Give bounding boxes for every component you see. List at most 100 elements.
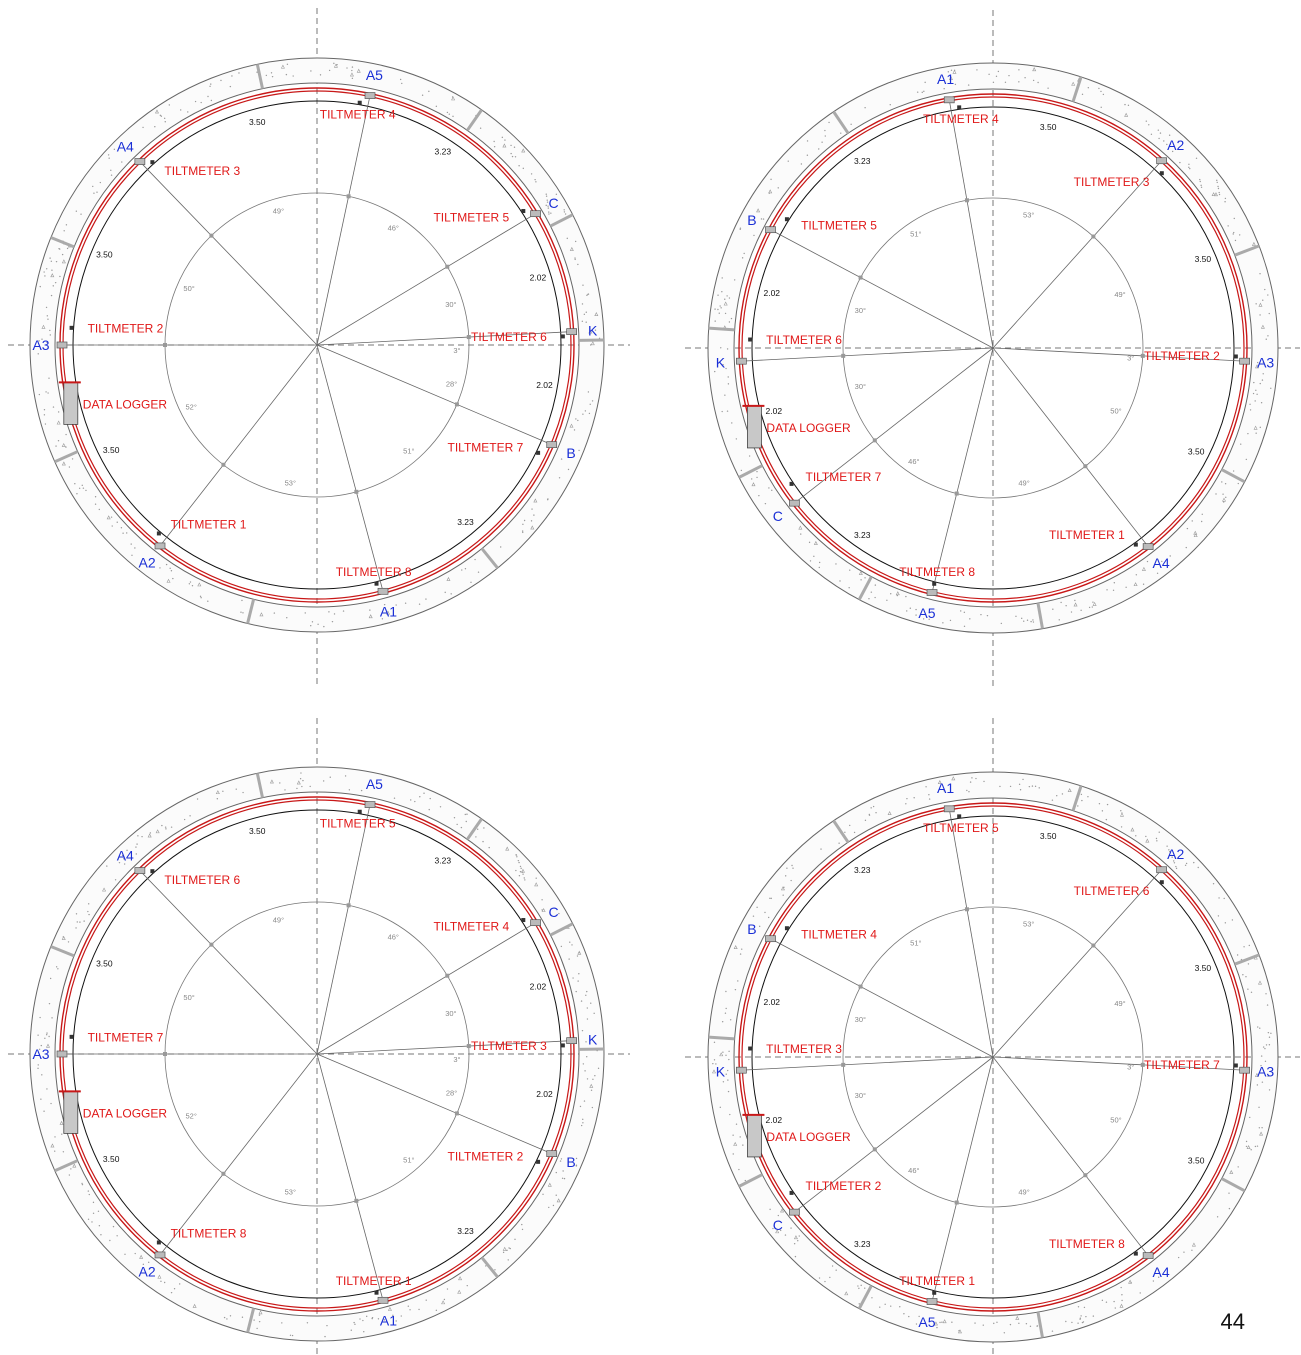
angle-label: 30° [855,1091,866,1100]
radial-line [771,229,994,349]
angle-label: 3° [1127,354,1134,363]
angle-label: 28° [446,380,457,389]
segment-bolt-marker [735,1066,747,1074]
angle-label: 46° [908,457,919,466]
dimension-label: 2.02 [766,1115,783,1125]
angle-label: 53° [1023,211,1034,220]
segment-bolt-marker [56,341,68,349]
radial-line [949,100,994,349]
tiltmeter-label: TILTMETER 1 [1049,528,1125,542]
segment-bolt-marker [566,328,578,336]
segment-joint [50,945,75,958]
segment-label: K [588,323,598,339]
segment-label: K [716,1063,726,1079]
segment-label: A3 [32,337,49,353]
segment-joint [1220,1177,1246,1193]
segment-label: A5 [918,605,935,621]
tiltmeter-label: TILTMETER 7 [1144,1058,1220,1072]
dimension-label: 3.23 [435,855,452,865]
radial-line [794,1056,994,1212]
segment-bolt-marker [765,226,776,234]
tiltmeter-icon [932,581,937,586]
tiltmeter-icon [957,105,962,110]
segment-joint [857,575,873,601]
segment-bolt-marker [943,805,955,813]
tiltmeter-label: TILTMETER 5 [433,211,509,225]
angle-label: 30° [855,382,866,391]
tiltmeter-icon [748,1046,753,1051]
radial-marker [163,343,167,347]
segment-joint [708,1035,735,1041]
dimension-label: 3.23 [457,517,474,527]
segment-joint [738,1173,763,1188]
angle-label: 50° [1110,407,1121,416]
segment-label: C [773,508,783,524]
tiltmeter-icon [1133,1251,1138,1256]
segment-joint [54,1159,79,1173]
tiltmeter-label: TILTMETER 8 [899,565,975,579]
radial-marker [221,1171,226,1176]
concrete-stipple [712,776,1272,1334]
radial-marker [346,903,351,908]
segment-label: A1 [380,604,397,620]
radial-marker [445,264,450,269]
segment-label: K [716,354,726,370]
segment-bolt-marker [377,587,389,595]
tiltmeter-icon [69,325,74,330]
dimension-label: 2.02 [530,981,547,991]
segment-bolt-marker [530,210,541,218]
radial-line [316,805,371,1055]
radial-line [992,161,1162,349]
tiltmeter-label: TILTMETER 5 [320,817,396,831]
angle-label: 30° [855,306,866,315]
tiltmeter-label: TILTMETER 8 [336,565,412,579]
angle-label: 30° [855,1015,866,1024]
segment-bolt-marker [1239,357,1251,365]
angle-label: 46° [908,1166,919,1175]
radial-marker [209,942,214,947]
segment-joint [708,326,735,332]
tiltmeter-label: TILTMETER 1 [171,517,247,531]
segment-joint [480,1256,499,1278]
lining-inner-ring [741,96,1245,600]
segment-bolt-marker [943,96,955,104]
segment-label: A4 [117,138,134,154]
radial-marker [954,1200,959,1205]
segment-joint [832,110,850,135]
segment-bolt-marker [154,542,166,550]
radial-line [992,1056,1148,1256]
segment-label: B [747,212,756,228]
tiltmeter-icon [69,1034,74,1039]
tiltmeter-label: TILTMETER 3 [471,1039,547,1053]
segment-bolt-marker [926,589,938,596]
radial-marker [954,491,959,496]
radial-marker [872,438,877,443]
segment-joint [54,450,79,464]
tiltmeter-icon [1159,171,1164,176]
tiltmeter-label: TILTMETER 8 [1049,1237,1125,1251]
radial-line [316,1040,571,1055]
dimension-label: 3.23 [457,1226,474,1236]
angle-label: 51° [910,939,921,948]
tiltmeter-icon [784,926,789,931]
tiltmeter-label: TILTMETER 3 [766,1042,842,1056]
radial-marker [1140,353,1145,358]
radial-line [316,1053,551,1154]
tiltmeter-icon [156,1240,161,1245]
segment-label: C [773,1217,783,1233]
radial-line [931,347,994,592]
segment-label: A2 [1167,137,1184,153]
segment-joint [466,818,483,841]
angle-label: 49° [273,915,284,924]
tiltmeter-icon [748,337,753,342]
dimension-label: 3.50 [1040,831,1057,841]
tiltmeter-icon [932,1290,937,1295]
radial-marker [858,275,863,280]
segment-bolt-marker [134,158,146,165]
tiltmeter-label: TILTMETER 8 [171,1226,247,1240]
tiltmeter-icon [789,481,794,486]
dimension-label: 3.50 [1188,1156,1205,1166]
segment-bolt-marker [765,935,776,943]
tiltmeter-icon [1133,542,1138,547]
measurement-ring [751,815,1235,1299]
